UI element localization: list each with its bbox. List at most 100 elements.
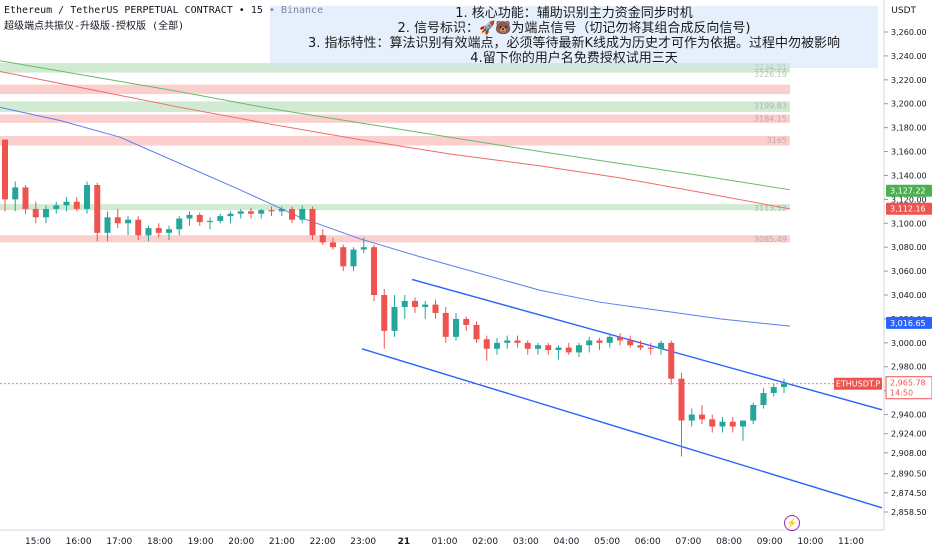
candle-body bbox=[627, 340, 634, 346]
candle-body bbox=[637, 345, 644, 348]
candle-body bbox=[401, 300, 408, 307]
x-tick-label: 15:00 bbox=[25, 537, 51, 547]
candle-body bbox=[668, 342, 675, 379]
zone-label: 3226.19 bbox=[754, 70, 787, 79]
candle-body bbox=[565, 347, 572, 353]
candle-body bbox=[237, 211, 244, 214]
candle-body bbox=[596, 340, 603, 343]
candle-body bbox=[699, 414, 705, 420]
candle-body bbox=[114, 217, 121, 224]
candle-body bbox=[22, 187, 29, 209]
notice-line: 2. 信号标识：🚀🐻为端点信号（切记勿将其组合成反向信号) bbox=[397, 21, 751, 36]
y-tick-label: 3,180.00 bbox=[891, 124, 927, 133]
candle-body bbox=[63, 201, 70, 206]
zone-label: 3165 bbox=[767, 136, 787, 145]
candle-body bbox=[483, 339, 490, 349]
y-tick-label: 2,940.00 bbox=[891, 411, 927, 420]
x-tick-label: 09:00 bbox=[757, 537, 783, 547]
candle-body bbox=[463, 318, 470, 325]
candle-body bbox=[371, 247, 377, 296]
candle-body bbox=[514, 340, 521, 343]
price-tag-label: 3,127.22 bbox=[890, 187, 926, 196]
candle-body bbox=[770, 387, 777, 394]
channel-line bbox=[411, 278, 883, 411]
candle-body bbox=[12, 187, 19, 200]
candle-body bbox=[719, 421, 726, 427]
x-tick-label: 21:00 bbox=[269, 537, 295, 547]
candle-body bbox=[289, 208, 295, 220]
candle-body bbox=[186, 214, 193, 219]
candle-body bbox=[586, 340, 593, 346]
notice-line: 3. 指标特性：算法识别有效端点，必须等待最新K线成为历史才可作为依据。过程中勿… bbox=[307, 36, 841, 51]
candle-body bbox=[268, 210, 275, 212]
y-tick-label: 3,160.00 bbox=[891, 148, 927, 157]
x-tick-label: 02:00 bbox=[472, 537, 498, 547]
y-tick-label: 3,240.00 bbox=[891, 52, 927, 61]
candle-body bbox=[535, 345, 541, 349]
indicator-title[interactable]: 超级端点共振仪-升级版-授权版 (全部) bbox=[4, 21, 185, 32]
candle-body bbox=[227, 213, 234, 217]
candle-body bbox=[453, 318, 459, 337]
candle-body bbox=[319, 235, 326, 243]
channel-line bbox=[361, 348, 883, 509]
x-tick-label: 04:00 bbox=[553, 537, 579, 547]
x-tick-label: 01:00 bbox=[432, 537, 458, 547]
candle-body bbox=[145, 228, 152, 236]
indicator-notice: 1. 核心功能：辅助识别主力资金同步时机 2. 信号标识：🚀🐻为端点信号（切记勿… bbox=[270, 6, 878, 68]
y-tick-label: 3,120.00 bbox=[891, 195, 927, 204]
sr-zone bbox=[0, 114, 790, 123]
currency-label[interactable]: USDT bbox=[891, 6, 916, 16]
x-tick-label: 16:00 bbox=[66, 537, 92, 547]
price-tag-label: 3,112.16 bbox=[890, 205, 926, 214]
candle-body bbox=[104, 217, 111, 233]
countdown-label: 14:50 bbox=[890, 389, 913, 398]
sr-zone bbox=[0, 136, 790, 146]
candle-body bbox=[760, 393, 767, 406]
price-tag bbox=[886, 202, 932, 215]
candle-body bbox=[647, 347, 654, 349]
candle-body bbox=[750, 405, 757, 421]
candle-body bbox=[709, 419, 716, 427]
y-tick-label: 2,874.50 bbox=[891, 489, 927, 498]
candle-body bbox=[340, 247, 347, 267]
y-tick-label: 3,040.00 bbox=[891, 291, 927, 300]
x-tick-label: 06:00 bbox=[635, 537, 661, 547]
candle-body bbox=[473, 324, 480, 340]
moving-average-line bbox=[0, 106, 791, 327]
x-tick-label: 17:00 bbox=[106, 537, 132, 547]
candle-body bbox=[2, 139, 8, 200]
candle-body bbox=[350, 249, 357, 267]
candle-body bbox=[545, 345, 552, 351]
y-tick-label: 3,100.00 bbox=[891, 219, 927, 228]
y-tick-label: 2,858.50 bbox=[891, 508, 927, 517]
candle-body bbox=[155, 228, 162, 233]
y-tick-label: 3,080.00 bbox=[891, 243, 927, 252]
sr-zone bbox=[0, 204, 790, 211]
candle-body bbox=[729, 421, 736, 427]
y-tick-label: 3,060.00 bbox=[891, 267, 927, 276]
y-tick-label: 2,980.00 bbox=[891, 363, 927, 372]
symbol-title: Ethereum / TetherUS PERPETUAL CONTRACT •… bbox=[4, 5, 324, 16]
x-tick-label: 10:00 bbox=[797, 537, 823, 547]
x-tick-label: 11:00 bbox=[838, 537, 864, 547]
candle-body bbox=[309, 208, 316, 236]
x-tick-label: 18:00 bbox=[147, 537, 173, 547]
notice-line: 1. 核心功能：辅助识别主力资金同步时机 bbox=[455, 6, 693, 21]
y-tick-label: 2,908.00 bbox=[891, 449, 927, 458]
candle-body bbox=[166, 229, 172, 233]
x-tick-label: 05:00 bbox=[594, 537, 620, 547]
candle-body bbox=[176, 218, 183, 230]
candle-body bbox=[504, 340, 511, 343]
candle-body bbox=[248, 211, 254, 214]
zone-label: 3085.49 bbox=[754, 235, 787, 244]
x-tick-label: 21 bbox=[398, 537, 411, 547]
x-tick-label: 03:00 bbox=[513, 537, 539, 547]
y-tick-label: 3,200.00 bbox=[891, 100, 927, 109]
price-tag-label: 3,016.65 bbox=[890, 319, 926, 328]
symbol-tag bbox=[834, 377, 882, 390]
lightning-bolt-icon[interactable]: ⚡ bbox=[784, 515, 800, 531]
candle-body bbox=[524, 342, 531, 349]
moving-average-line bbox=[0, 70, 791, 210]
